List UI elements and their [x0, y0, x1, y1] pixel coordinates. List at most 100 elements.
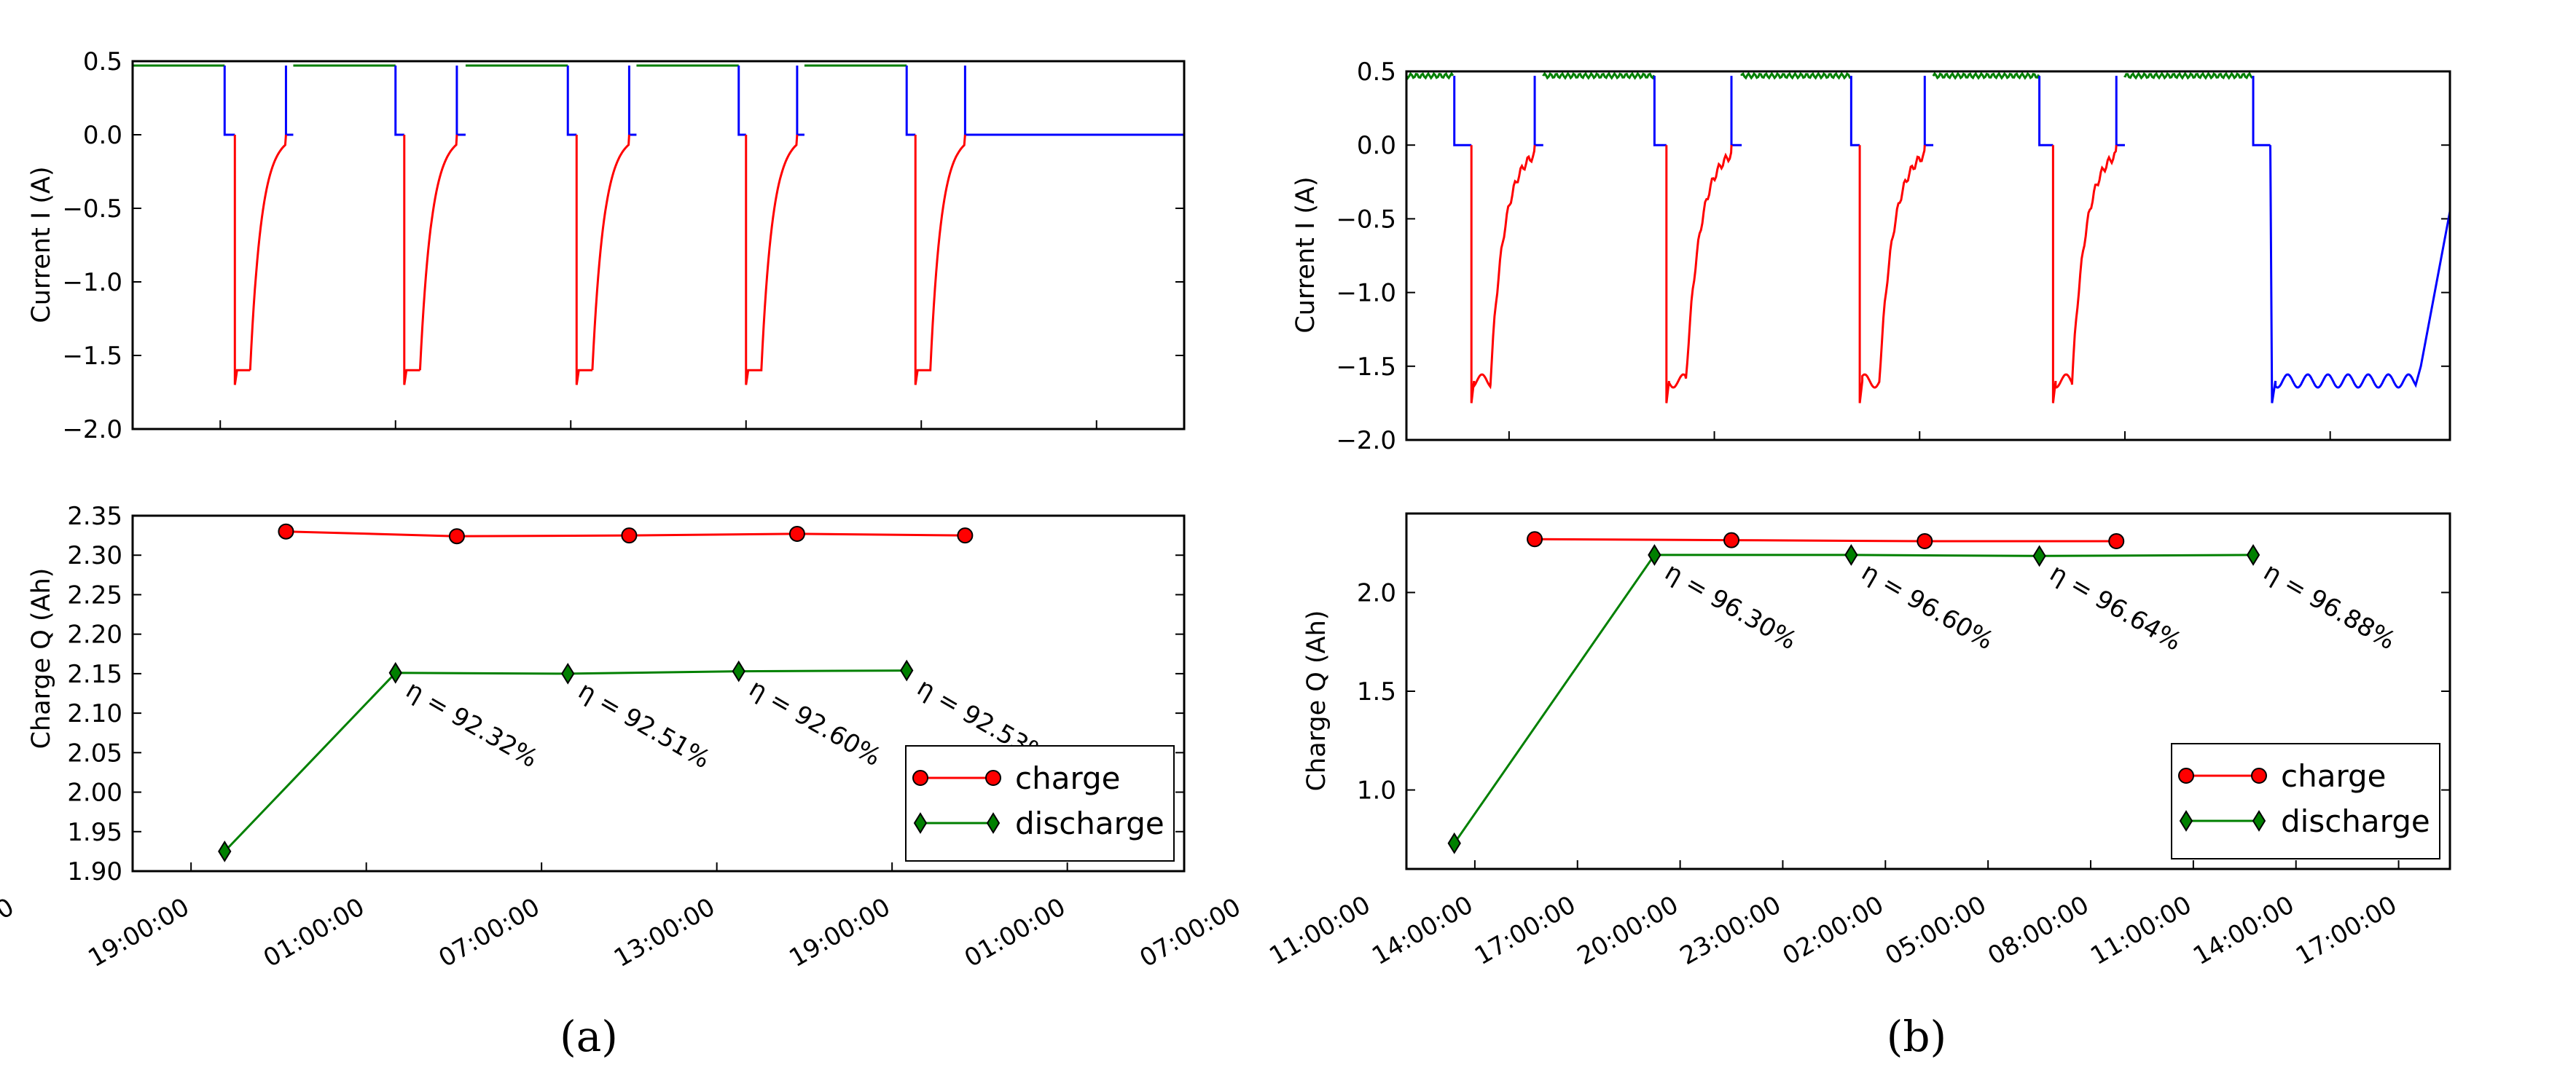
panel-a-charge-ytick-label: 2.20: [67, 621, 122, 650]
panel-b-current-discharge-line: [2123, 71, 2253, 80]
panel-b-current-discharge-line: [1542, 71, 1656, 80]
panel-b-current-axes-frame: [1405, 70, 2451, 441]
panel-a-charge-ytick-label: 2.05: [67, 739, 122, 768]
panel-b-charge-charge-point: [1723, 532, 1740, 548]
panel-a-current-rest-line: [796, 66, 804, 136]
panel-b-charge-legend-charge-marker: [2251, 768, 2267, 784]
panel-a-charge-axes-frame: [131, 514, 1186, 873]
panel-b-charge-ytick-label: 1.0: [1357, 776, 1396, 806]
panel-a-charge-legend-charge-label: charge: [1015, 760, 1120, 796]
panel-a-charge-ytick-label: 2.00: [67, 779, 122, 808]
panel-b-charge-discharge-point: [2246, 544, 2260, 566]
panel-a-current-ytick-label: −2.0: [62, 415, 122, 444]
panel-a-charge-legend-charge-marker: [985, 770, 1001, 786]
panel-a-charge-ytick-label: 2.10: [67, 699, 122, 728]
panel-a-current-rest-line: [963, 66, 1184, 136]
panel-a-current-ytick-label: −1.0: [62, 268, 122, 297]
panel-b-charge-charge-point: [2108, 532, 2125, 549]
subfigure-label-a: (a): [560, 1012, 618, 1061]
panel-a-charge-discharge-point: [561, 662, 575, 685]
panel-b-charge-legend-discharge-marker: [2252, 810, 2266, 832]
panel-b-charge-charge-line: [1535, 538, 2117, 543]
panel-a-charge-legend-charge-marker: [912, 770, 928, 786]
panel-b-current-plot: 0.5 0.0 −0.5 −1.0 −1.5 −2.0: [1336, 58, 2451, 455]
panel-b-current-rest-line: [1453, 76, 1472, 146]
panel-a-current-ytick-label: 0.0: [83, 121, 122, 150]
panel-a-current-axes-frame: [131, 60, 1186, 430]
panel-a-charge-charge-point: [957, 527, 974, 544]
panel-a-current-charge-curve: [575, 134, 630, 385]
panel-a-charge-charge-point: [448, 528, 465, 545]
panel-a-charge-charge-point: [788, 525, 805, 542]
panel-a-current-ytick-label: −0.5: [62, 194, 122, 224]
panel-a-charge-ytick-label: 2.35: [67, 502, 122, 531]
panel-a-charge-legend-discharge-marker: [913, 812, 928, 834]
panel-a-charge-charge-point: [278, 523, 294, 540]
panel-a-charge-legend-box: [905, 745, 1175, 862]
panel-a-current-ytick-label: 0.5: [83, 47, 122, 76]
panel-b-charge-legend-charge-marker: [2178, 768, 2194, 784]
panel-b-charge-discharge-point: [1447, 832, 1461, 854]
panel-a-charge-discharge-point: [900, 659, 914, 682]
panel-b-current-ytick-label: −1.0: [1336, 279, 1396, 308]
panel-b-charge-ytick-label: 1.5: [1357, 677, 1396, 707]
panel-b-current-ytick-label: 0.5: [1357, 58, 1396, 87]
panel-a-charge-discharge-point: [388, 661, 402, 684]
panel-b-current-ytick-label: −1.5: [1336, 353, 1396, 382]
panel-a-charge-legend-discharge-label: discharge: [1015, 806, 1164, 841]
panel-b-current-discharge-line: [1740, 71, 1852, 80]
panel-b-current-discharge-line: [1932, 71, 2040, 80]
panel-a-current-rest-line: [223, 66, 235, 136]
panel-a-current-rest-line: [627, 66, 637, 136]
panel-b-current-charge-curve: [1858, 145, 1926, 404]
panel-a-charge-discharge-point: [732, 660, 745, 682]
panel-a-charge-charge-point: [621, 527, 638, 544]
panel-a-charge-legend-discharge-marker: [986, 812, 1001, 834]
panel-b-charge-charge-point: [1527, 531, 1543, 548]
panel-a-charge-discharge-point: [218, 840, 232, 862]
panel-a-current-rest-line: [284, 66, 294, 136]
panel-b-current-rest-line: [2115, 76, 2125, 146]
panel-a-current-charge-curve: [403, 134, 458, 385]
subfigure-label-b: (b): [1887, 1012, 1946, 1061]
panel-a-charge-ytick-label: 1.90: [67, 857, 122, 886]
panel-b-current-rest-line: [1653, 76, 1667, 146]
panel-a-current-ylabel: Current I (A): [27, 166, 56, 323]
panel-b-current-final-discharge: [2269, 145, 2451, 404]
panel-a-current-rest-line: [394, 66, 404, 136]
panel-b-current-ytick-label: −2.0: [1336, 426, 1396, 455]
panel-b-current-rest-line: [2252, 76, 2271, 146]
panel-a-charge-ylabel: Charge Q (Ah): [27, 568, 56, 750]
panel-b-charge-charge-point: [1917, 532, 1933, 549]
panel-b-current-discharge-line: [1405, 71, 1455, 80]
panel-b-current-ytick-label: 0.0: [1357, 131, 1396, 160]
panel-b-charge-legend-charge-label: charge: [2281, 758, 2386, 794]
panel-a-charge-ytick-label: 2.30: [67, 541, 122, 570]
panel-a-current-charge-curve: [914, 134, 966, 385]
panel-b-charge-legend-discharge-marker: [2179, 810, 2193, 832]
panel-b-current-rest-line: [2038, 76, 2054, 146]
panel-a-current-plot: 0.5 0.0 −0.5 −1.0 −1.5 −2.0: [62, 47, 1186, 444]
panel-b-charge-discharge-point: [1844, 544, 1858, 566]
panel-b-current-ytick-label: −0.5: [1336, 205, 1396, 234]
panel-a-current-charge-curve: [745, 134, 799, 385]
panel-b-charge-discharge-point: [1648, 544, 1661, 566]
panel-a-current-rest-line: [737, 66, 746, 136]
panel-b-current-charge-curve: [1665, 145, 1733, 404]
panel-b-current-rest-line: [1849, 76, 1860, 146]
panel-b-current-charge-curve: [1470, 145, 1536, 404]
panel-a-current-charge-curve: [233, 134, 287, 385]
panel-b-current-charge-curve: [2051, 145, 2118, 404]
panel-b-charge-discharge-point: [2032, 545, 2046, 567]
panel-b-charge-legend-discharge-label: discharge: [2281, 803, 2430, 839]
panel-a-current-ytick-label: −1.5: [62, 342, 122, 371]
panel-b-current-rest-line: [1533, 76, 1543, 146]
panel-b-charge-ytick-label: 2.0: [1357, 578, 1396, 607]
panel-b-charge-legend-box: [2171, 743, 2440, 859]
panel-b-charge-ylabel: Charge Q (Ah): [1302, 610, 1331, 792]
panel-a-current-rest-line: [566, 66, 577, 136]
panel-a-current-rest-line: [905, 66, 916, 136]
panel-b-charge-axes-frame: [1405, 512, 2451, 870]
panel-a-charge-ytick-label: 2.25: [67, 581, 122, 610]
